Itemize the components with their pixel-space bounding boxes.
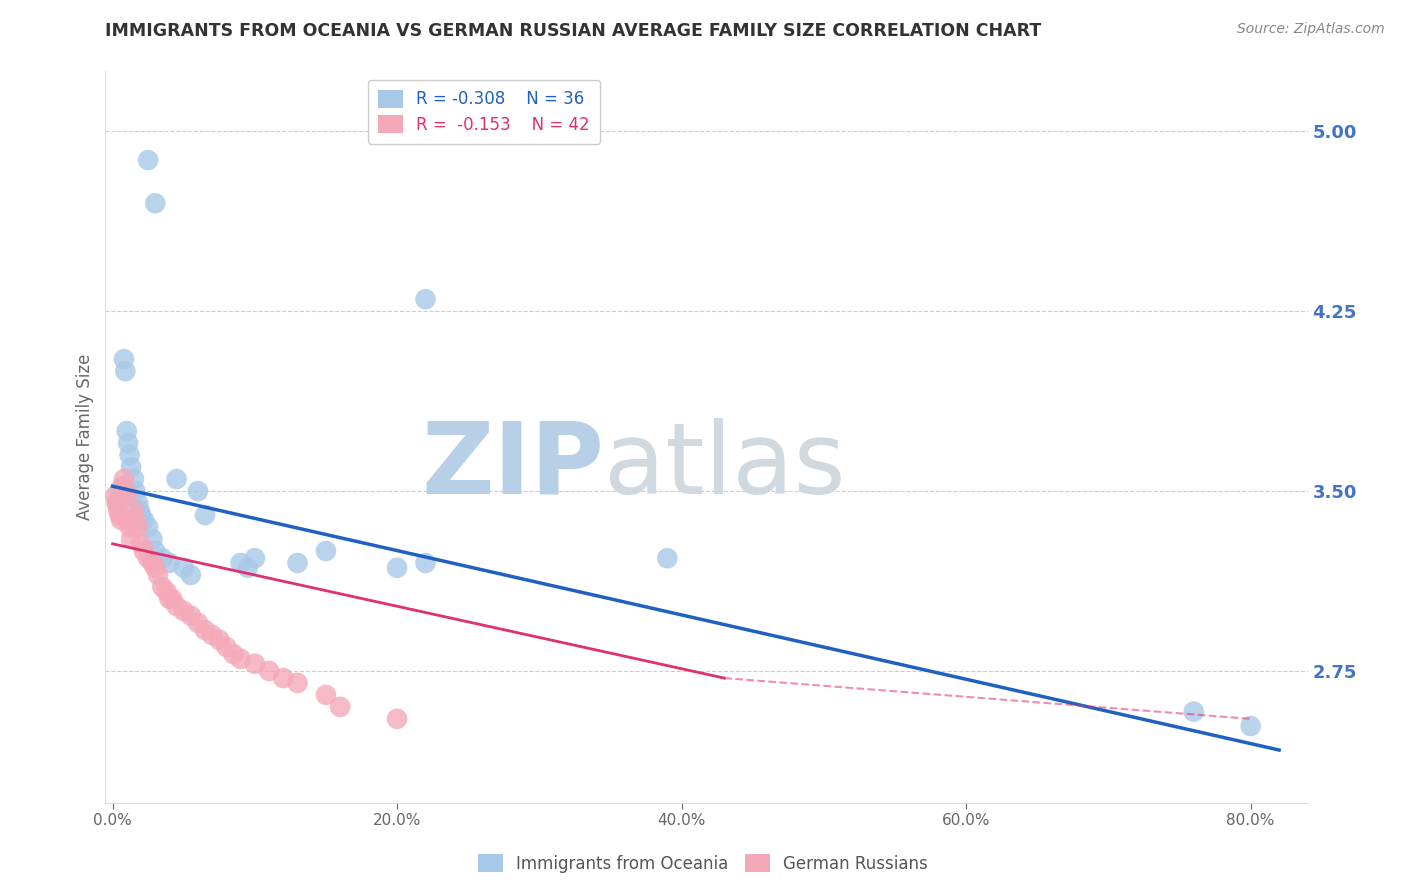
- Y-axis label: Average Family Size: Average Family Size: [76, 354, 94, 520]
- Point: [415, 556, 437, 570]
- Point: [156, 584, 179, 599]
- Text: ZIP: ZIP: [422, 417, 605, 515]
- Point: [107, 503, 129, 517]
- Point: [124, 483, 146, 498]
- Point: [215, 640, 238, 654]
- Point: [108, 508, 131, 522]
- Legend: Immigrants from Oceania, German Russians: Immigrants from Oceania, German Russians: [471, 847, 935, 880]
- Text: atlas: atlas: [605, 417, 846, 515]
- Point: [143, 196, 166, 211]
- Point: [112, 472, 135, 486]
- Point: [1182, 705, 1205, 719]
- Point: [128, 503, 150, 517]
- Point: [271, 671, 294, 685]
- Point: [117, 436, 139, 450]
- Point: [236, 561, 259, 575]
- Point: [1240, 719, 1263, 733]
- Point: [287, 676, 309, 690]
- Point: [111, 479, 134, 493]
- Point: [114, 364, 136, 378]
- Point: [122, 472, 145, 486]
- Point: [315, 688, 337, 702]
- Point: [136, 153, 159, 167]
- Point: [166, 472, 188, 486]
- Point: [243, 657, 266, 671]
- Point: [146, 568, 169, 582]
- Point: [173, 561, 195, 575]
- Point: [159, 556, 181, 570]
- Point: [127, 520, 149, 534]
- Point: [150, 551, 173, 566]
- Point: [129, 537, 152, 551]
- Point: [111, 479, 134, 493]
- Point: [229, 652, 252, 666]
- Point: [201, 628, 224, 642]
- Point: [132, 513, 155, 527]
- Point: [114, 483, 136, 498]
- Point: [120, 460, 142, 475]
- Point: [141, 532, 163, 546]
- Point: [112, 352, 135, 367]
- Point: [118, 448, 141, 462]
- Point: [385, 712, 408, 726]
- Point: [385, 561, 408, 575]
- Point: [129, 508, 152, 522]
- Point: [122, 503, 145, 517]
- Point: [141, 556, 163, 570]
- Point: [329, 699, 352, 714]
- Point: [194, 623, 217, 637]
- Point: [257, 664, 280, 678]
- Point: [120, 532, 142, 546]
- Point: [208, 632, 231, 647]
- Text: IMMIGRANTS FROM OCEANIA VS GERMAN RUSSIAN AVERAGE FAMILY SIZE CORRELATION CHART: IMMIGRANTS FROM OCEANIA VS GERMAN RUSSIA…: [105, 22, 1042, 40]
- Point: [108, 483, 131, 498]
- Point: [110, 489, 132, 503]
- Point: [180, 568, 202, 582]
- Point: [118, 520, 141, 534]
- Point: [110, 513, 132, 527]
- Point: [222, 647, 245, 661]
- Point: [132, 544, 155, 558]
- Point: [115, 424, 138, 438]
- Point: [180, 608, 202, 623]
- Point: [117, 513, 139, 527]
- Point: [143, 544, 166, 558]
- Point: [105, 496, 128, 510]
- Point: [159, 591, 181, 606]
- Point: [657, 551, 679, 566]
- Legend: R = -0.308    N = 36, R =  -0.153    N = 42: R = -0.308 N = 36, R = -0.153 N = 42: [368, 79, 600, 144]
- Point: [287, 556, 309, 570]
- Point: [315, 544, 337, 558]
- Point: [136, 551, 159, 566]
- Point: [173, 604, 195, 618]
- Point: [415, 292, 437, 306]
- Point: [127, 496, 149, 510]
- Point: [105, 496, 128, 510]
- Point: [187, 615, 209, 630]
- Point: [104, 489, 127, 503]
- Point: [115, 489, 138, 503]
- Point: [194, 508, 217, 522]
- Point: [136, 520, 159, 534]
- Point: [162, 591, 184, 606]
- Point: [124, 513, 146, 527]
- Text: Source: ZipAtlas.com: Source: ZipAtlas.com: [1237, 22, 1385, 37]
- Point: [243, 551, 266, 566]
- Point: [229, 556, 252, 570]
- Point: [150, 580, 173, 594]
- Point: [143, 561, 166, 575]
- Point: [187, 483, 209, 498]
- Point: [166, 599, 188, 614]
